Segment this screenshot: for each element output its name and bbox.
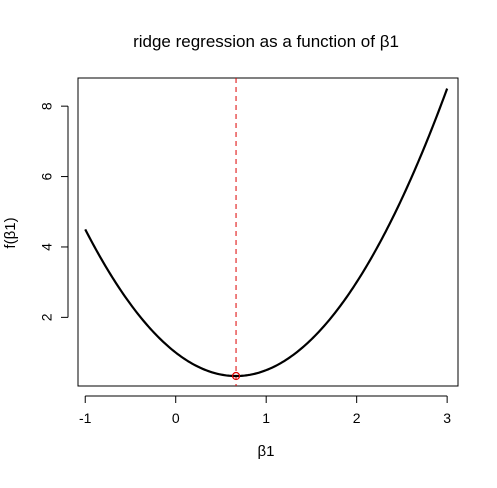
y-tick-label: 8 [39, 102, 55, 110]
minimum-point [231, 371, 241, 381]
chart-title: ridge regression as a function of β1 [133, 32, 399, 51]
plot-frame [77, 77, 459, 387]
x-tick-label: -1 [79, 410, 92, 426]
series-line [84, 88, 449, 378]
x-axis-label: β1 [258, 443, 275, 460]
x-tick-label: 3 [443, 410, 451, 426]
plot-area: -1 0 1 2 3 2 4 6 8 [39, 77, 459, 426]
x-tick-label: 2 [353, 410, 361, 426]
x-tick-label: 0 [172, 410, 180, 426]
x-tick-label: 1 [262, 410, 270, 426]
y-axis-label: f(β1) [2, 217, 19, 248]
y-tick-label: 6 [39, 172, 55, 180]
y-tick-label: 4 [39, 243, 55, 251]
y-tick-label: 2 [39, 313, 55, 321]
